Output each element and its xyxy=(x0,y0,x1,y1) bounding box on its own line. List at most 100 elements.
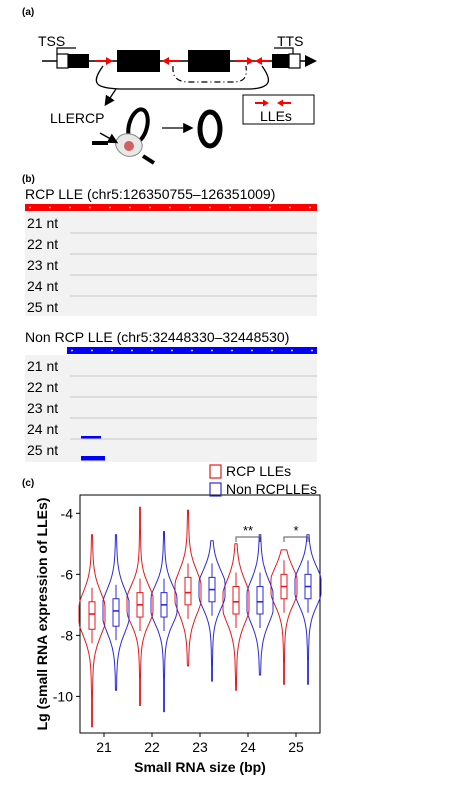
tts-arrow xyxy=(274,47,294,55)
tss-arrow xyxy=(56,47,76,55)
x-tick-label: 24 xyxy=(240,739,256,755)
violins xyxy=(78,506,322,728)
track-dot xyxy=(89,206,91,209)
lle-legend-label: LLEs xyxy=(260,108,292,124)
track-dot xyxy=(229,206,231,209)
track-dot xyxy=(91,349,93,352)
track1-row-21: 21 nt xyxy=(27,215,58,231)
track1-title: RCP LLE (chr5:126350755–126351009) xyxy=(25,186,275,202)
legend-swatch xyxy=(209,482,222,497)
x-tick-label: 21 xyxy=(96,739,112,755)
violin-rcp-24 xyxy=(222,543,250,691)
track-dot xyxy=(191,349,193,352)
significance-brackets: ** * xyxy=(235,523,309,542)
track2-row-21: 21 nt xyxy=(27,358,58,374)
box-rcp-21 xyxy=(88,601,96,630)
violin-non-rcp-23 xyxy=(198,540,226,682)
legend-label: RCP LLEs xyxy=(226,463,291,479)
track-dot xyxy=(109,206,111,209)
track1-row-25: 25 nt xyxy=(27,299,58,315)
track2-title: Non RCP LLE (chr5:32448330–32448530) xyxy=(25,329,289,345)
track-dot xyxy=(211,349,213,352)
stub-right xyxy=(141,154,156,165)
panel-a: (a) TSS TTS LLERCP xyxy=(22,7,317,165)
track2-row-22: 22 nt xyxy=(27,379,58,395)
track-dot xyxy=(149,206,151,209)
pairing-loop-inner xyxy=(172,65,247,83)
track1-row-23: 23 nt xyxy=(27,257,58,273)
x-axis-title: Small RNA size (bp) xyxy=(134,759,266,775)
exon-3 xyxy=(188,50,230,72)
tts-label: TTS xyxy=(277,33,303,49)
utr-3 xyxy=(288,53,301,69)
box-rcp-23 xyxy=(184,576,192,606)
track1-rows: 21 nt 22 nt 23 nt 24 nt 25 nt xyxy=(25,212,317,316)
lle-legend-box xyxy=(242,94,315,125)
track-dot xyxy=(309,206,311,209)
panel-c: (c) -4-6-8-10 21 22 23 24 25 ** * RCP LLEsNon… xyxy=(22,463,322,775)
track-dot xyxy=(131,349,133,352)
lle-arrows xyxy=(95,57,270,65)
track-dot xyxy=(69,206,71,209)
x-axis: 21 22 23 24 25 xyxy=(96,733,304,755)
complex-arrow xyxy=(99,132,119,144)
violin-non-rcp-21 xyxy=(102,534,130,691)
track1-bar xyxy=(25,204,317,211)
significance-bracket xyxy=(283,536,309,542)
track-dot xyxy=(29,206,31,209)
violin-non-rcp-22 xyxy=(150,531,178,713)
y-axis: -4 -6 -8 -10 xyxy=(53,505,80,704)
violin-rcp-22 xyxy=(126,506,154,706)
legend-label: Non RCPLLEs xyxy=(226,481,317,497)
significance-mark: * xyxy=(293,523,298,538)
track-dot xyxy=(209,206,211,209)
y-tick-label: -10 xyxy=(53,688,73,704)
x-tick-label: 22 xyxy=(144,739,160,755)
track-dot xyxy=(289,206,291,209)
track2-read-24nt xyxy=(81,436,101,439)
exon-2 xyxy=(117,50,160,72)
track2-row-23: 23 nt xyxy=(27,400,58,416)
track1-row-24: 24 nt xyxy=(27,278,58,294)
track-dot xyxy=(249,206,251,209)
legend-swatch xyxy=(209,464,222,479)
track-dot xyxy=(129,206,131,209)
track-dot xyxy=(169,206,171,209)
track2-rows: 21 nt 22 nt 23 nt 24 nt 25 nt xyxy=(25,355,317,462)
tss-label: TSS xyxy=(38,33,65,49)
significance-bracket xyxy=(235,536,261,542)
track2-dots xyxy=(71,349,313,352)
loop-arrow xyxy=(104,88,117,107)
panel-b-label: (b) xyxy=(22,174,35,185)
panel-b: (b) RCP LLE (chr5:126350755–126351009) 2… xyxy=(22,174,317,462)
track-dot xyxy=(271,349,273,352)
utr-5 xyxy=(56,53,69,69)
violin-non-rcp-24 xyxy=(246,534,274,676)
pairing-loop-outer xyxy=(95,65,270,90)
track2-read-25nt xyxy=(81,456,105,461)
chart-legend: RCP LLEs Non RCPLLEs xyxy=(209,463,317,497)
x-tick-label: 25 xyxy=(288,739,304,755)
violin-rcp-23 xyxy=(174,509,202,667)
track-dot xyxy=(171,349,173,352)
track2-row-24: 24 nt xyxy=(27,421,58,437)
violin-rcp-21 xyxy=(78,534,106,728)
track1-row-22: 22 nt xyxy=(27,236,58,252)
exon-4 xyxy=(272,54,289,68)
splice-core xyxy=(124,141,134,151)
x-tick-label: 23 xyxy=(192,739,208,755)
significance-mark: ** xyxy=(243,523,253,538)
violin-rcp-25 xyxy=(270,549,298,685)
panel-c-label: (c) xyxy=(22,478,34,489)
violin-non-rcp-25 xyxy=(294,534,322,685)
box-rcp-24 xyxy=(232,586,240,615)
box-non-rcp-21 xyxy=(112,598,120,627)
y-tick-label: -8 xyxy=(61,627,74,643)
y-axis-title: Lg (small RNA expression of LLEs) xyxy=(34,498,50,731)
track-dot xyxy=(71,349,73,352)
track-dot xyxy=(49,206,51,209)
box-non-rcp-24 xyxy=(256,586,264,615)
track-dot xyxy=(269,206,271,209)
track-dot xyxy=(111,349,113,352)
